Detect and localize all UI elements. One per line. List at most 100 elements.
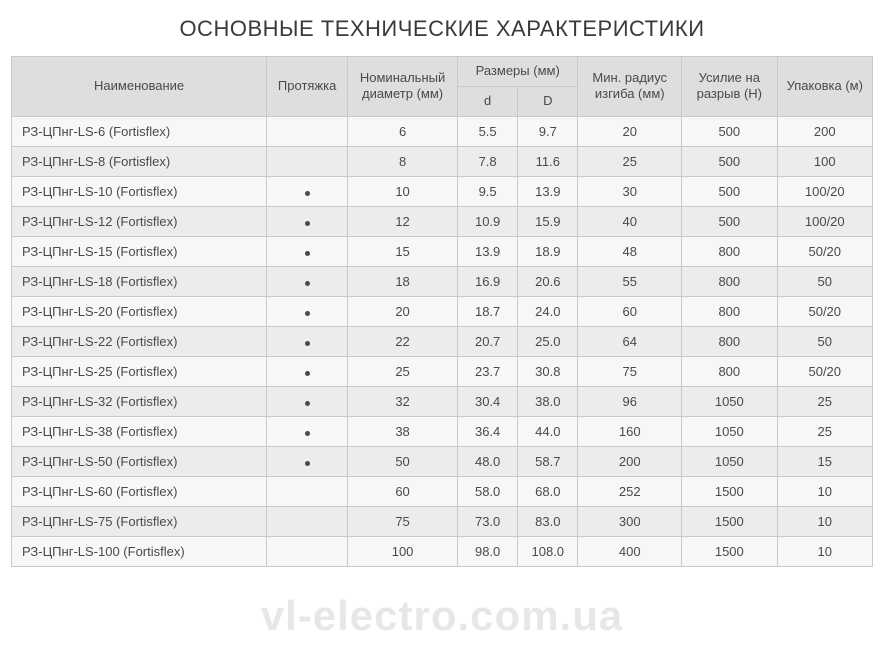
- cell-name: РЗ-ЦПнг-LS-10 (Fortisflex): [12, 176, 267, 206]
- cell-min-radius: 300: [578, 506, 682, 536]
- table-row: РЗ-ЦПнг-LS-38 (Fortisflex)3836.444.01601…: [12, 416, 873, 446]
- cell-packaging: 50/20: [777, 236, 872, 266]
- cell-packaging: 50/20: [777, 296, 872, 326]
- cell-min-radius: 25: [578, 146, 682, 176]
- cell-d: 10.9: [458, 206, 518, 236]
- header-dimensions: Размеры (мм): [458, 57, 578, 87]
- cell-nominal-diameter: 75: [348, 506, 458, 536]
- cell-d: 7.8: [458, 146, 518, 176]
- cell-d: 36.4: [458, 416, 518, 446]
- cell-packaging: 10: [777, 536, 872, 566]
- specs-table: Наименование Протяжка Номинальный диамет…: [11, 56, 873, 567]
- cell-D: 24.0: [518, 296, 578, 326]
- header-d: d: [458, 86, 518, 116]
- cell-D: 58.7: [518, 446, 578, 476]
- bullet-icon: [305, 431, 310, 436]
- cell-protyazhka: [267, 356, 348, 386]
- cell-min-radius: 40: [578, 206, 682, 236]
- cell-force: 800: [682, 356, 777, 386]
- cell-name: РЗ-ЦПнг-LS-75 (Fortisflex): [12, 506, 267, 536]
- table-row: РЗ-ЦПнг-LS-20 (Fortisflex)2018.724.06080…: [12, 296, 873, 326]
- cell-D: 20.6: [518, 266, 578, 296]
- cell-packaging: 100: [777, 146, 872, 176]
- cell-protyazhka: [267, 266, 348, 296]
- cell-min-radius: 20: [578, 116, 682, 146]
- cell-D: 83.0: [518, 506, 578, 536]
- cell-nominal-diameter: 38: [348, 416, 458, 446]
- cell-force: 800: [682, 296, 777, 326]
- cell-D: 44.0: [518, 416, 578, 446]
- cell-packaging: 15: [777, 446, 872, 476]
- bullet-icon: [305, 281, 310, 286]
- table-row: РЗ-ЦПнг-LS-8 (Fortisflex)87.811.62550010…: [12, 146, 873, 176]
- cell-name: РЗ-ЦПнг-LS-25 (Fortisflex): [12, 356, 267, 386]
- cell-D: 38.0: [518, 386, 578, 416]
- cell-protyazhka: [267, 176, 348, 206]
- cell-D: 13.9: [518, 176, 578, 206]
- cell-name: РЗ-ЦПнг-LS-60 (Fortisflex): [12, 476, 267, 506]
- cell-name: РЗ-ЦПнг-LS-32 (Fortisflex): [12, 386, 267, 416]
- table-row: РЗ-ЦПнг-LS-22 (Fortisflex)2220.725.06480…: [12, 326, 873, 356]
- cell-nominal-diameter: 10: [348, 176, 458, 206]
- table-header: Наименование Протяжка Номинальный диамет…: [12, 57, 873, 117]
- cell-force: 1050: [682, 386, 777, 416]
- cell-name: РЗ-ЦПнг-LS-8 (Fortisflex): [12, 146, 267, 176]
- cell-force: 1500: [682, 476, 777, 506]
- cell-min-radius: 75: [578, 356, 682, 386]
- table-row: РЗ-ЦПнг-LS-32 (Fortisflex)3230.438.09610…: [12, 386, 873, 416]
- cell-nominal-diameter: 25: [348, 356, 458, 386]
- table-row: РЗ-ЦПнг-LS-25 (Fortisflex)2523.730.87580…: [12, 356, 873, 386]
- cell-min-radius: 252: [578, 476, 682, 506]
- cell-nominal-diameter: 15: [348, 236, 458, 266]
- bullet-icon: [305, 371, 310, 376]
- cell-packaging: 100/20: [777, 176, 872, 206]
- cell-min-radius: 48: [578, 236, 682, 266]
- cell-nominal-diameter: 60: [348, 476, 458, 506]
- bullet-icon: [305, 341, 310, 346]
- cell-D: 11.6: [518, 146, 578, 176]
- cell-packaging: 200: [777, 116, 872, 146]
- cell-d: 30.4: [458, 386, 518, 416]
- cell-D: 108.0: [518, 536, 578, 566]
- cell-d: 16.9: [458, 266, 518, 296]
- cell-nominal-diameter: 100: [348, 536, 458, 566]
- cell-force: 1500: [682, 506, 777, 536]
- table-row: РЗ-ЦПнг-LS-60 (Fortisflex)6058.068.02521…: [12, 476, 873, 506]
- cell-force: 1500: [682, 536, 777, 566]
- cell-min-radius: 30: [578, 176, 682, 206]
- cell-nominal-diameter: 8: [348, 146, 458, 176]
- cell-min-radius: 400: [578, 536, 682, 566]
- table-body: РЗ-ЦПнг-LS-6 (Fortisflex)65.59.720500200…: [12, 116, 873, 566]
- table-row: РЗ-ЦПнг-LS-75 (Fortisflex)7573.083.03001…: [12, 506, 873, 536]
- cell-min-radius: 160: [578, 416, 682, 446]
- cell-min-radius: 55: [578, 266, 682, 296]
- cell-name: РЗ-ЦПнг-LS-20 (Fortisflex): [12, 296, 267, 326]
- header-nominal-diameter: Номинальный диаметр (мм): [348, 57, 458, 117]
- cell-D: 9.7: [518, 116, 578, 146]
- cell-packaging: 25: [777, 416, 872, 446]
- cell-packaging: 50: [777, 326, 872, 356]
- cell-force: 800: [682, 326, 777, 356]
- cell-min-radius: 96: [578, 386, 682, 416]
- cell-min-radius: 60: [578, 296, 682, 326]
- cell-nominal-diameter: 6: [348, 116, 458, 146]
- table-row: РЗ-ЦПнг-LS-100 (Fortisflex) 10098.0108.04…: [12, 536, 873, 566]
- cell-d: 20.7: [458, 326, 518, 356]
- cell-nominal-diameter: 12: [348, 206, 458, 236]
- table-row: РЗ-ЦПнг-LS-50 (Fortisflex)5048.058.72001…: [12, 446, 873, 476]
- bullet-icon: [305, 221, 310, 226]
- cell-protyazhka: [267, 386, 348, 416]
- table-row: РЗ-ЦПнг-LS-18 (Fortisflex)1816.920.65580…: [12, 266, 873, 296]
- cell-packaging: 25: [777, 386, 872, 416]
- cell-d: 18.7: [458, 296, 518, 326]
- cell-name: РЗ-ЦПнг-LS-100 (Fortisflex): [12, 536, 267, 566]
- cell-d: 58.0: [458, 476, 518, 506]
- cell-min-radius: 200: [578, 446, 682, 476]
- cell-name: РЗ-ЦПнг-LS-38 (Fortisflex): [12, 416, 267, 446]
- cell-D: 25.0: [518, 326, 578, 356]
- cell-name: РЗ-ЦПнг-LS-12 (Fortisflex): [12, 206, 267, 236]
- cell-protyazhka: [267, 446, 348, 476]
- cell-d: 98.0: [458, 536, 518, 566]
- cell-D: 15.9: [518, 206, 578, 236]
- cell-packaging: 10: [777, 476, 872, 506]
